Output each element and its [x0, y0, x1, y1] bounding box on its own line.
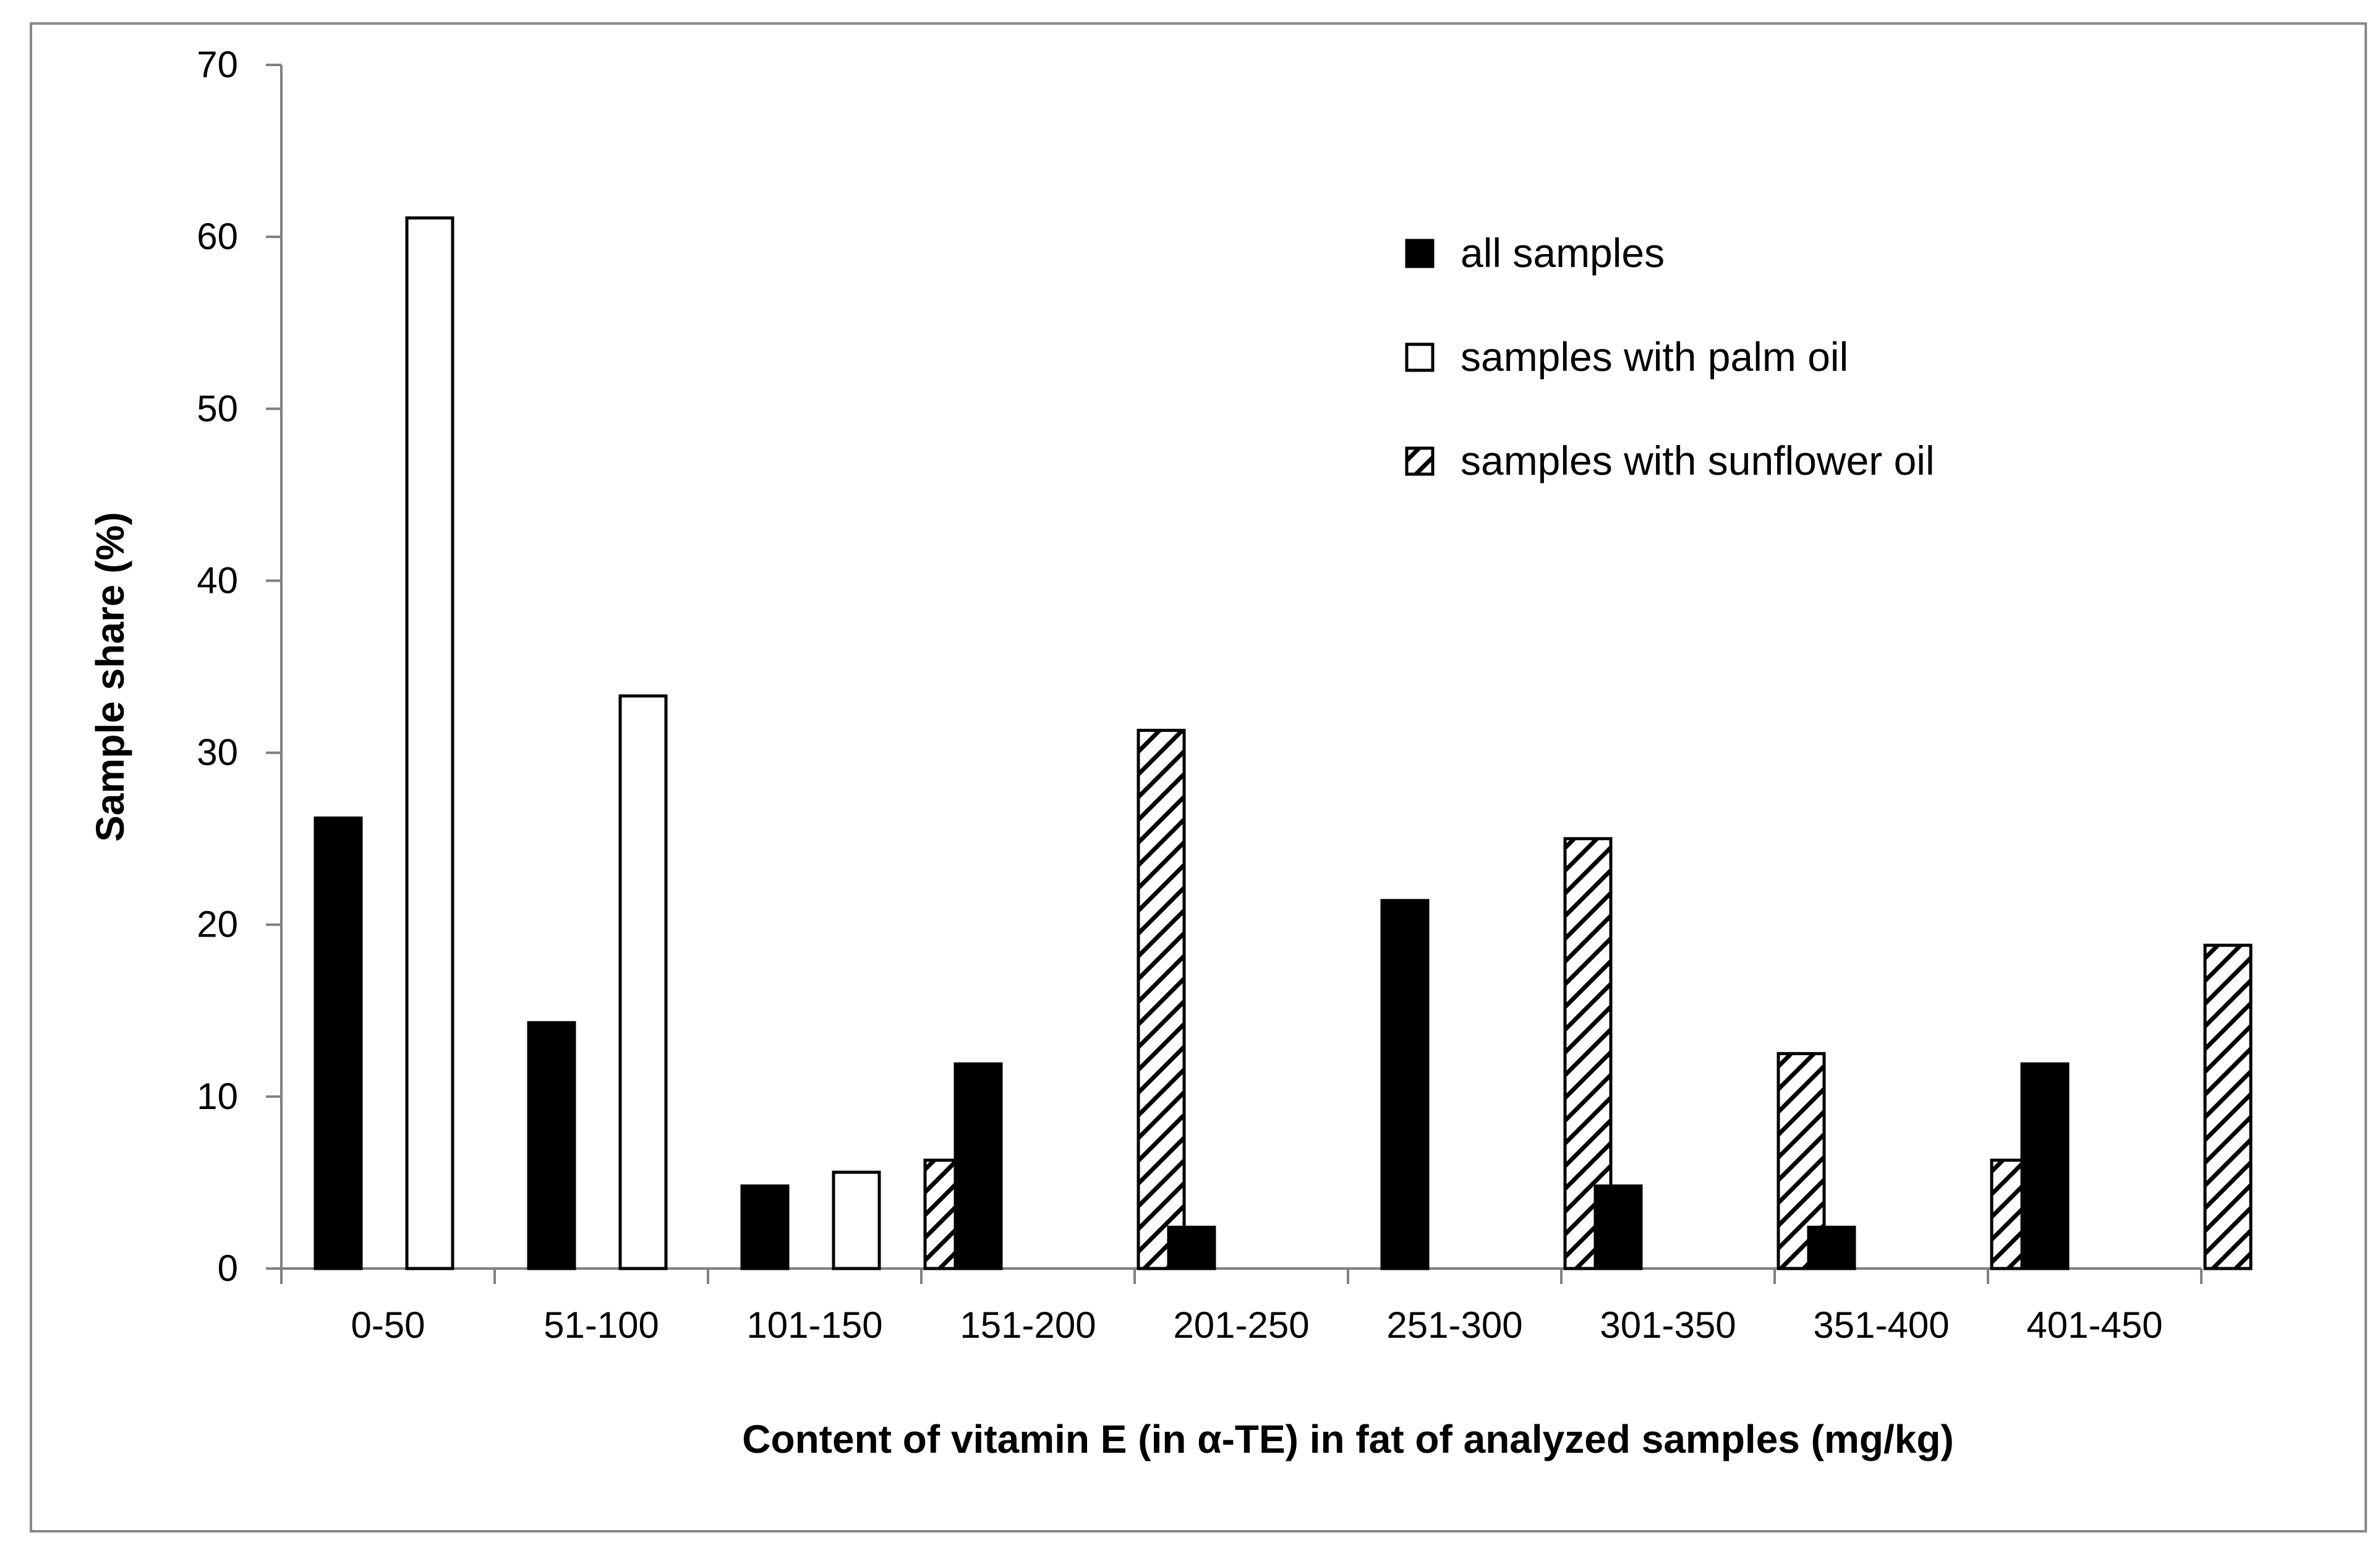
x-tick-label: 201-250	[1173, 1304, 1309, 1346]
y-tick-label: 50	[197, 388, 238, 429]
bar-all-samples-201-250	[1167, 1225, 1216, 1270]
bar-all-samples-0-50	[313, 816, 363, 1270]
y-axis-title: Sample share (%)	[88, 512, 132, 842]
bar-all-samples-251-300	[1380, 899, 1430, 1270]
x-tick-label: 401-450	[2026, 1304, 2162, 1346]
x-tick-label: 351-400	[1813, 1304, 1949, 1346]
bar-all-samples-101-150	[740, 1184, 790, 1270]
bar-samples-with-palm-oil-0-50	[405, 216, 454, 1270]
legend-swatch	[1405, 342, 1435, 372]
bar-all-samples-351-400	[1807, 1225, 1856, 1270]
y-tick-label: 20	[197, 904, 238, 945]
bar-samples-with-sunflower-oil-401-450	[2203, 943, 2253, 1270]
legend-label: samples with palm oil	[1461, 334, 1848, 380]
x-tick-label: 251-300	[1386, 1304, 1522, 1346]
y-tick-label: 0	[218, 1248, 238, 1289]
bar-samples-with-palm-oil-101-150	[832, 1170, 881, 1270]
legend: all samples samples with palm oil samples …	[1405, 230, 1935, 483]
y-tick-label: 30	[197, 732, 238, 773]
bar-all-samples-151-200	[953, 1062, 1003, 1270]
x-axis-title: Content of vitamin E (in α-TE) in fat of…	[742, 1417, 1954, 1461]
x-tick-label: 301-350	[1600, 1304, 1736, 1346]
x-tick-label: 51-100	[544, 1304, 659, 1346]
bars	[313, 216, 2253, 1270]
bar-all-samples-51-100	[527, 1021, 576, 1270]
legend-label: all samples	[1461, 230, 1665, 276]
legend-label: samples with sunflower oil	[1461, 438, 1935, 483]
bar-samples-with-palm-oil-51-100	[618, 694, 668, 1270]
legend-swatch	[1405, 239, 1435, 268]
y-tick-label: 70	[197, 44, 238, 85]
bar-samples-with-sunflower-oil-151-200	[1137, 728, 1186, 1270]
x-tick-label: 101-150	[746, 1304, 882, 1346]
bar-all-samples-301-350	[1593, 1184, 1643, 1270]
y-tick-label: 40	[197, 559, 238, 601]
legend-swatch	[1405, 446, 1435, 476]
y-tick-label: 10	[197, 1076, 238, 1117]
axes: 0 10 20 30 40 50 60 70 0-50 51-100 101-150 151-200 2…	[197, 44, 2203, 1346]
y-tick-label: 60	[197, 216, 238, 257]
x-tick-label: 151-200	[960, 1304, 1096, 1346]
x-tick-label: 0-50	[351, 1304, 425, 1346]
bar-all-samples-401-450	[2020, 1062, 2070, 1270]
